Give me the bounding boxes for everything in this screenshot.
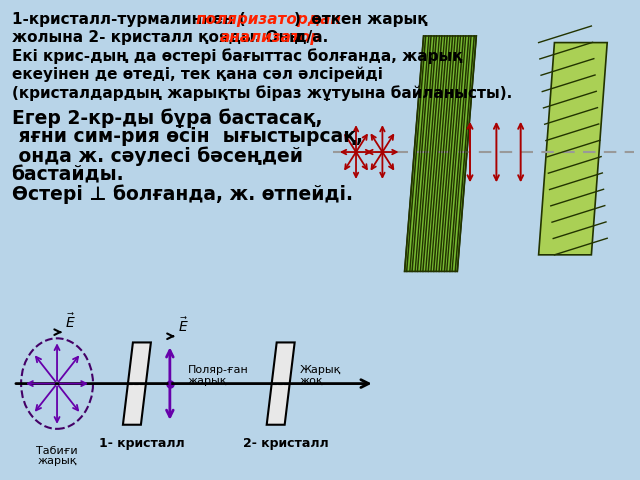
Text: 1- кристалл: 1- кристалл [99,437,185,450]
Text: )  өткен жарық: ) өткен жарық [294,12,428,27]
Text: яғни сим-рия өсін  ығыстырсақ,: яғни сим-рия өсін ығыстырсақ, [12,127,362,146]
Text: бастайды.: бастайды. [12,166,124,185]
Text: Екі крис-дың да өстері бағыттас болғанда, жарық: Екі крис-дың да өстері бағыттас болғанда… [12,48,462,64]
Text: Табиғи: Табиғи [36,445,78,456]
Text: Жарық: Жарық [300,365,341,375]
Text: поляризатордан: поляризатордан [195,12,341,27]
Text: Поляр-ған: Поляр-ған [188,365,248,375]
Polygon shape [404,36,476,271]
Text: екеуінен де өтеді, тек қана сәл әлсірейді: екеуінен де өтеді, тек қана сәл әлсірейд… [12,67,382,82]
Polygon shape [123,342,151,425]
Polygon shape [539,43,607,255]
Text: жоқ: жоқ [300,375,323,385]
Text: жолына 2- кристалл қояды. Оны: жолына 2- кристалл қояды. Оны [12,30,308,45]
Text: 2- кристалл: 2- кристалл [243,437,328,450]
Text: жарық: жарық [188,375,227,385]
Text: д/а.: д/а. [289,30,328,45]
Text: жарық: жарық [37,456,77,466]
Text: Егер 2-кр-ды бұра бастасақ,: Егер 2-кр-ды бұра бастасақ, [12,108,322,128]
Text: $\vec{E}$: $\vec{E}$ [178,317,189,335]
Text: онда ж. сәулесі бәсеңдей: онда ж. сәулесі бәсеңдей [12,146,303,166]
Text: 1-кристалл-турмалиннен (: 1-кристалл-турмалиннен ( [12,12,245,27]
Text: анализатор: анализатор [220,30,323,45]
Text: (кристалдардың жарықты біраз жұтуына байланысты).: (кристалдардың жарықты біраз жұтуына бай… [12,85,512,101]
Text: $\vec{E}$: $\vec{E}$ [65,312,76,331]
Polygon shape [267,342,294,425]
Text: Өстері ⊥ болғанда, ж. өтпейді.: Өстері ⊥ болғанда, ж. өтпейді. [12,185,353,204]
